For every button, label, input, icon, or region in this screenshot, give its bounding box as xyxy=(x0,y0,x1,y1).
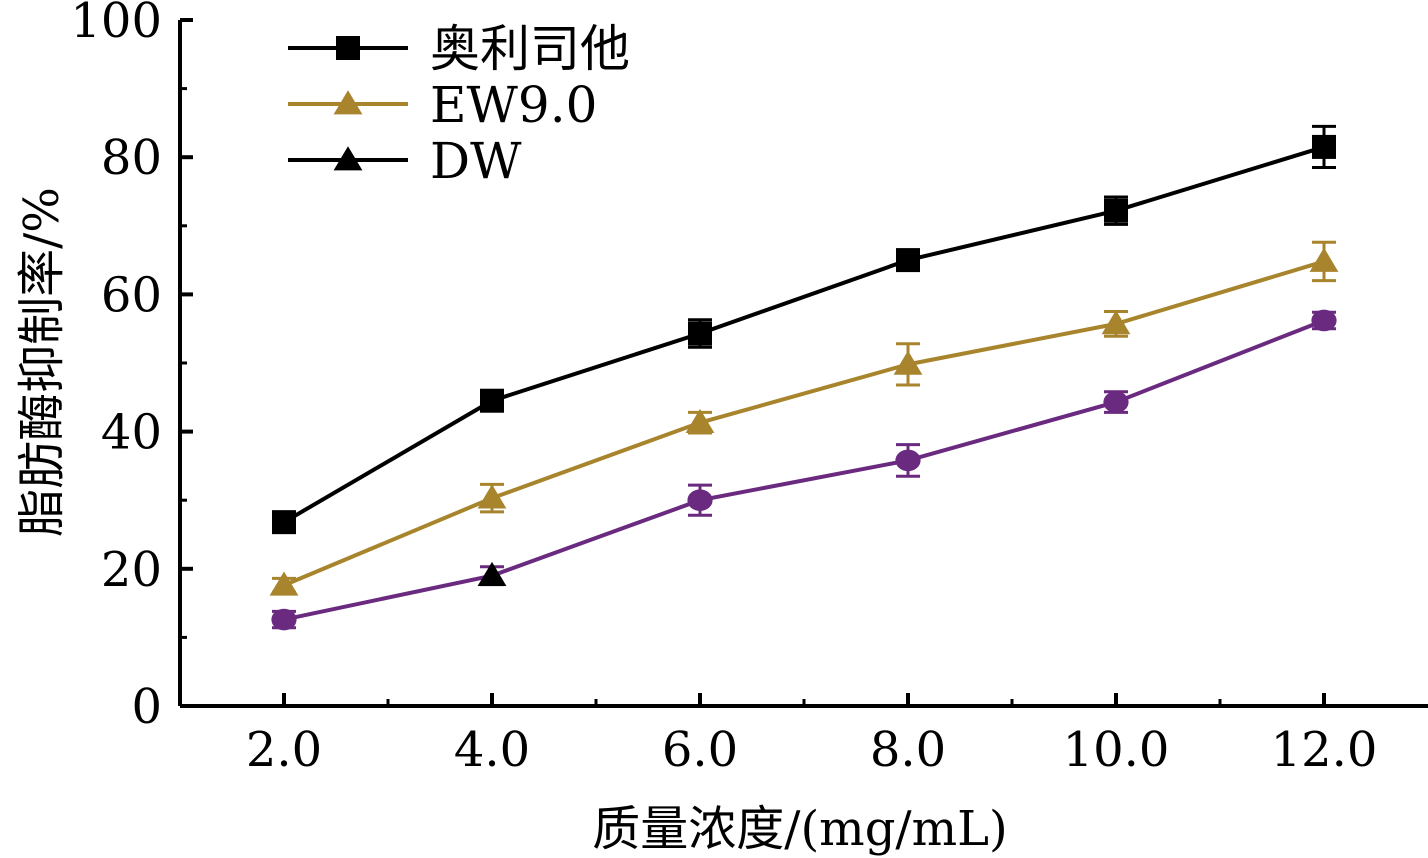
data-point xyxy=(1104,198,1128,223)
series-1 xyxy=(272,124,1336,535)
legend-label: DW xyxy=(430,132,522,190)
x-axis-label: 质量浓度/(mg/mL) xyxy=(592,801,1007,857)
x-tick-label: 8.0 xyxy=(870,722,946,778)
data-point xyxy=(477,484,507,509)
data-point xyxy=(685,408,715,434)
y-tick-label: 100 xyxy=(70,0,162,49)
data-point xyxy=(1103,391,1129,413)
legend-marker xyxy=(336,36,360,60)
data-point xyxy=(272,510,296,535)
y-tick-label: 60 xyxy=(101,267,162,323)
x-tick-label: 2.0 xyxy=(246,722,322,778)
data-point xyxy=(271,608,297,631)
data-point xyxy=(1101,310,1131,335)
series-line xyxy=(283,259,1325,588)
data-point xyxy=(1311,309,1337,332)
x-tick-label: 12.0 xyxy=(1271,722,1378,778)
series-line xyxy=(282,144,1325,524)
legend-marker xyxy=(333,90,363,115)
data-point xyxy=(896,248,920,273)
legend-item-2: EW9.0 xyxy=(288,76,597,134)
data-point xyxy=(1312,134,1336,159)
data-point xyxy=(1309,247,1339,272)
y-tick-label: 40 xyxy=(101,405,162,461)
x-tick-label: 6.0 xyxy=(662,722,738,778)
series-3 xyxy=(271,309,1337,631)
y-tick-label: 80 xyxy=(101,130,162,186)
data-point xyxy=(895,449,921,472)
data-point xyxy=(480,388,504,413)
legend-item-1: 奥利司他 xyxy=(288,20,630,78)
data-point xyxy=(477,561,507,587)
y-tick-label: 20 xyxy=(101,542,162,598)
data-point xyxy=(687,489,713,512)
legend-item-3: DW xyxy=(288,132,522,190)
data-point xyxy=(269,571,299,596)
data-point xyxy=(893,350,923,375)
data-point xyxy=(688,321,712,346)
x-tick-label: 4.0 xyxy=(454,722,530,778)
y-axis-label: 脂肪酶抑制率/% xyxy=(14,187,70,537)
y-tick-label: 0 xyxy=(131,679,162,735)
legend-label: 奥利司他 xyxy=(430,20,630,78)
series-line xyxy=(283,318,1325,622)
legend-marker xyxy=(333,146,363,171)
series-group xyxy=(269,124,1339,631)
axis-ticks: 0 20 40 60 80 100 2.0 4.0 6.0 8.0 10.0 12.0 xyxy=(70,0,1377,778)
x-tick-label: 10.0 xyxy=(1063,722,1170,778)
legend-label: EW9.0 xyxy=(430,76,597,134)
series-2 xyxy=(269,240,1339,596)
